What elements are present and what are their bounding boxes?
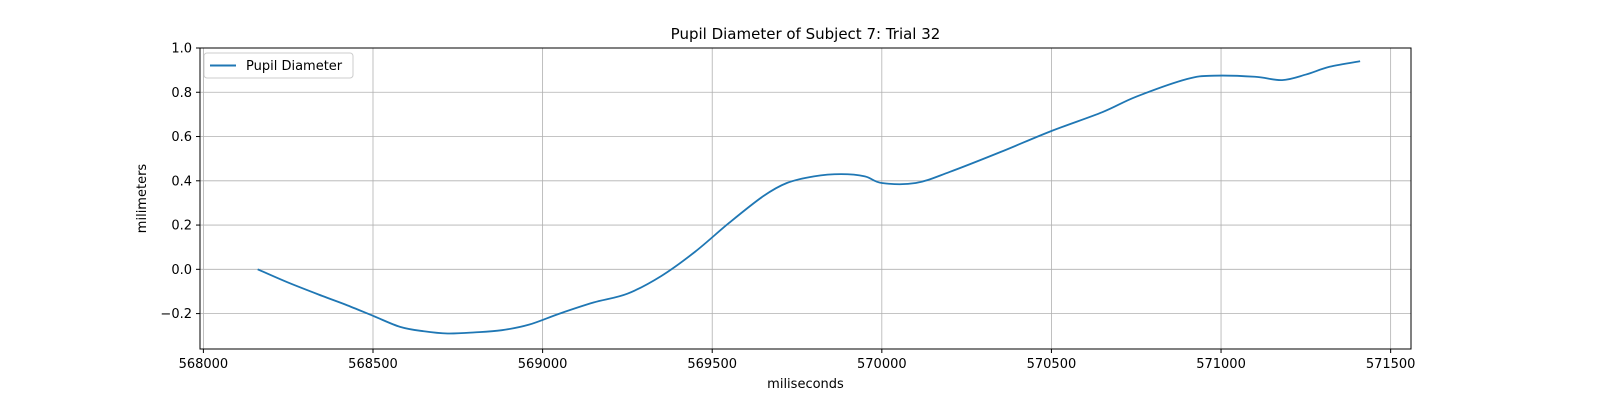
- y-tick-label: 1.0: [171, 42, 192, 57]
- x-tick-label: 570500: [1027, 357, 1077, 372]
- y-tick-label: 0.0: [171, 263, 192, 278]
- x-tick-label: 568000: [179, 357, 229, 372]
- x-axis-ticks: 568000 568500 569000 569500 570000 570500 5710…: [179, 349, 1416, 372]
- grid: [200, 47, 1411, 349]
- x-tick-label: 570000: [857, 357, 907, 372]
- chart-title: Pupil Diameter of Subject 7: Trial 32: [671, 25, 941, 43]
- x-tick-label: 571500: [1366, 357, 1416, 372]
- legend-box: [203, 52, 354, 79]
- x-axis-label: miliseconds: [767, 377, 844, 392]
- plot-frame: [199, 47, 1412, 350]
- y-tick-label: 0.2: [171, 219, 192, 234]
- y-tick-label: 0.6: [171, 130, 192, 145]
- legend: Pupil Diameter: [203, 52, 354, 79]
- y-tick-label: 0.4: [171, 174, 192, 189]
- y-axis-ticks: −0.2 0.0 0.2 0.4 0.6 0.8 1.0: [160, 42, 200, 322]
- x-tick-label: 571000: [1196, 357, 1246, 372]
- x-tick-label: 569500: [687, 357, 737, 372]
- series-line-pupil-diameter: [257, 60, 1361, 335]
- series-layer: [257, 60, 1361, 335]
- y-tick-label: 0.8: [171, 86, 192, 101]
- x-tick-label: 568500: [348, 357, 398, 372]
- x-tick-label: 569000: [518, 357, 568, 372]
- y-tick-label: −0.2: [160, 307, 192, 322]
- y-axis-label: milimeters: [135, 164, 150, 234]
- legend-label: Pupil Diameter: [246, 59, 343, 74]
